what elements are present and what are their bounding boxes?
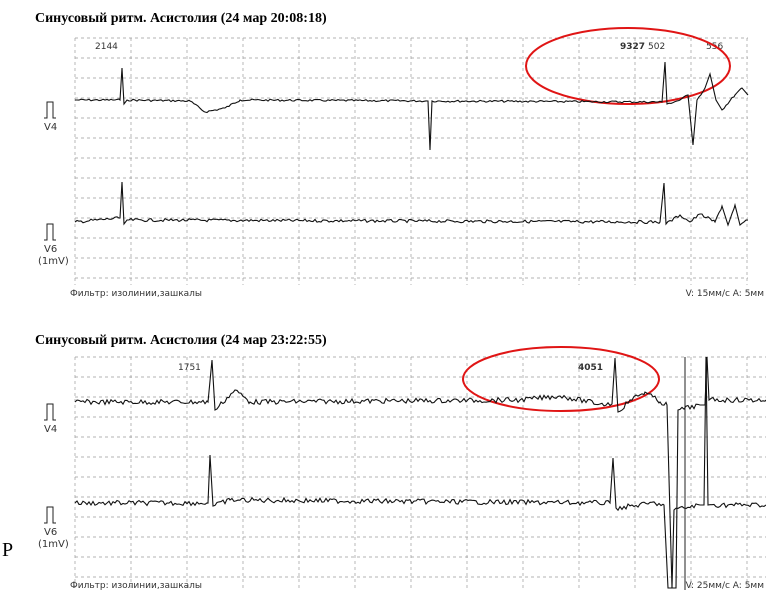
panel-title: Синусовый ритм. Асистолия (24 мар 20:08:… [35, 11, 327, 26]
calibration-pulse [44, 403, 56, 421]
highlight-ellipse [462, 346, 660, 412]
panel-title: Синусовый ритм. Асистолия (24 мар 23:22:… [35, 333, 327, 348]
lead-label: V6 [44, 244, 57, 255]
calibration-pulse [44, 506, 56, 524]
lead-label: V4 [44, 424, 57, 435]
filter-label: Фильтр: изолинии,зашкалы [70, 289, 202, 299]
interval-label: 1751 [178, 363, 201, 373]
interval-label: 2144 [95, 42, 118, 52]
speed-label: V: 15мм/с A: 5мм [686, 289, 764, 299]
lead-label: V6 [44, 527, 57, 538]
interval-label: 4051 [578, 363, 603, 373]
lead-label: V4 [44, 122, 57, 133]
calibration-pulse [44, 101, 56, 119]
scale-label: (1mV) [38, 256, 69, 267]
ecg-trace [74, 356, 766, 589]
scale-label: (1mV) [38, 539, 69, 550]
stray-letter: P [2, 539, 13, 561]
filter-label: Фильтр: изолинии,зашкалы [70, 581, 202, 591]
highlight-ellipse [525, 27, 731, 105]
interval-label: 9327 [620, 42, 645, 52]
speed-label: V: 25мм/с A: 5мм [686, 581, 764, 591]
ecg-trace [74, 181, 749, 227]
calibration-pulse [44, 223, 56, 241]
ecg-trace [75, 61, 749, 151]
ecg-trace [74, 356, 766, 589]
interval-label: 502 [648, 42, 665, 52]
